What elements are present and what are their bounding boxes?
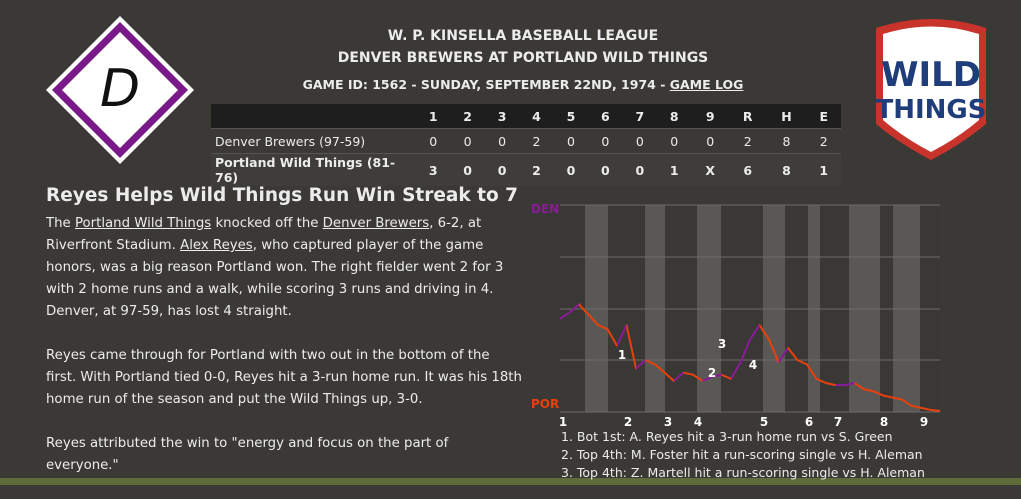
inning-label: 3 [664,415,672,429]
column-header: 3 [484,104,520,129]
paragraph: Reyes attributed the win to "energy and … [46,433,524,477]
score-cell: 0 [553,153,589,186]
logo-letter: D [100,59,140,119]
score-cell: 0 [450,153,485,186]
column-header: 9 [691,104,729,129]
column-header: 2 [450,104,485,129]
column-header: E [806,104,841,129]
team-side-label: DEN [531,202,559,216]
column-header: 4 [519,104,554,129]
score-cell: X [691,153,729,186]
article-link[interactable]: Portland Wild Things [74,216,212,231]
column-header: 8 [657,104,692,129]
score-cell: 0 [484,153,520,186]
column-header: 1 [416,104,451,129]
league-name: W. P. KINSELLA BASEBALL LEAGUE [387,28,659,44]
score-cell: 6 [728,153,767,186]
matchup: DENVER BREWERS AT PORTLAND WILD THINGS [337,50,709,66]
logo-word: THINGS [876,95,987,125]
column-header: 6 [588,104,623,129]
game-recap-page: D WILD THINGS W. P. KINSELLA BASEBALL LE… [0,16,1021,485]
inning-label: 7 [834,415,842,429]
inning-label: 4 [694,415,702,429]
team-name: Portland Wild Things (81-76) [211,153,416,186]
score-cell: 3 [416,153,451,186]
grid [560,204,940,413]
event-marker: 2 [708,366,716,380]
score-cell: 1 [657,153,692,186]
event-marker: 1 [618,348,626,362]
article-link[interactable]: Denver Brewers [322,216,430,231]
inning-label: 9 [920,415,928,429]
score-cell: 0 [450,128,485,154]
score-cell: 0 [588,128,623,154]
event-marker: 3 [718,337,726,351]
score-cell: 1 [806,153,841,186]
score-cell: 0 [416,128,451,154]
score-cell: 0 [691,128,729,154]
score-cell: 0 [622,153,658,186]
team-name: Denver Brewers (97-59) [211,128,416,154]
team-row: Portland Wild Things (81-76) 3 0 0 2 0 0 0 1 X 6 8 1 [211,153,841,186]
score-cell: 2 [519,153,554,186]
score-cell: 0 [553,128,589,154]
article-text: , who captured player of the game honors… [46,238,504,319]
score-cell: 2 [728,128,767,154]
paragraph: Reyes came through for Portland with two… [46,345,524,411]
left-logo: D [46,16,194,164]
score-cell: 2 [806,128,841,154]
play-item: 1. Bot 1st: A. Reyes hit a 3-run home ru… [561,429,893,444]
score-cell: 0 [657,128,692,154]
column-header: 5 [553,104,589,129]
team-side-label: POR [531,397,559,411]
column-header: H [766,104,807,129]
article-link[interactable]: Alex Reyes [180,238,253,253]
inning-label: 1 [559,415,567,429]
article-title: Reyes Helps Wild Things Run Win Streak t… [46,185,519,206]
corner-cell [211,104,416,129]
play-item: 2. Top 4th: M. Foster hit a run-scoring … [561,447,923,462]
event-marker: 4 [749,358,757,372]
article-text: The [46,216,75,231]
inning-label: 8 [880,415,888,429]
article-body: The Portland Wild Things knocked off the… [46,213,524,499]
inning-label: 2 [624,415,632,429]
logo-word: WILD [881,55,981,95]
article-text: Reyes attributed the win to "energy and … [46,436,449,473]
article-text: Reyes came through for Portland with two… [46,348,522,407]
team-row: Denver Brewers (97-59) 0 0 0 2 0 0 0 0 0 2 8 2 [211,128,841,154]
score-cell: 2 [519,128,554,154]
grass-strip [0,478,1021,485]
article-text: knocked off the [211,216,323,231]
game-log-link[interactable]: GAME LOG [669,77,744,92]
score-cell: 8 [766,153,807,186]
column-header: 7 [622,104,658,129]
play-item: 3. Top 4th: Z. Martell hit a run-scoring… [561,465,925,480]
score-cell: 8 [766,128,807,154]
game-info: GAME ID: 1562 - SUNDAY, SEPTEMBER 22ND, … [260,77,786,92]
score-cell: 0 [588,153,623,186]
inning-label: 6 [805,415,813,429]
score-cell: 0 [484,128,520,154]
win-probability-chart: DEN POR 1 2 3 4 5 6 7 8 9 1 2 3 4 [531,202,941,429]
article-text: , 6-2, at Riverfront Stadium. [46,216,482,253]
score-cell: 0 [622,128,658,154]
right-logo: WILD THINGS [876,19,987,160]
column-header: R [728,104,767,129]
game-info-text: GAME ID: 1562 - SUNDAY, SEPTEMBER 22ND, … [302,77,670,92]
win-probability-line [559,303,941,412]
inning-label: 5 [760,415,768,429]
paragraph: The Portland Wild Things knocked off the… [46,213,524,323]
